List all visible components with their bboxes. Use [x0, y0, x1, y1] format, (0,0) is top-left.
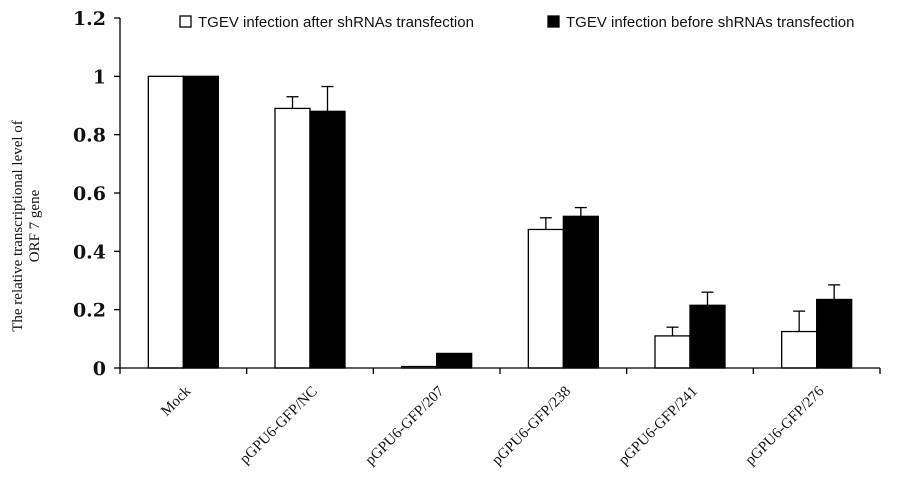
x-axis: Mock pGPU6-GFP/NC pGPU6-GFP/207 pGPU6-GFP/2… — [119, 367, 881, 469]
legend-swatch-after — [179, 15, 192, 28]
y-axis-label: The relative transcriptional level of ORF… — [10, 120, 43, 332]
bar-before-3 — [562, 215, 599, 369]
x-tick-label: pGPU6-GFP/241 — [616, 384, 701, 469]
bar-before-1 — [309, 110, 346, 369]
y-axis-label-line: ORF 7 gene — [27, 189, 43, 262]
y-axis: 0 0.2 0.4 0.6 0.8 1 1.2 — [73, 8, 121, 380]
bar-before-4 — [689, 304, 726, 369]
bar-after-5 — [781, 330, 818, 369]
legend: TGEV infection after shRNAs transfection… — [179, 14, 854, 31]
x-tick-label: pGPU6-GFP/207 — [363, 383, 448, 468]
y-tick-label: 0.4 — [73, 241, 106, 263]
y-tick-label: 1.2 — [73, 8, 106, 30]
y-tick-label: 1 — [93, 66, 106, 88]
x-tick-label: pGPU6-GFP/238 — [489, 384, 574, 469]
legend-label-before: TGEV infection before shRNAs transfectio… — [566, 14, 854, 31]
x-tick-label: pGPU6-GFP/NC — [237, 384, 321, 468]
y-axis-label-line: The relative transcriptional level of — [10, 120, 26, 332]
bar-after-4 — [654, 335, 691, 369]
bar-after-3 — [527, 228, 564, 369]
y-tick-label: 0 — [93, 358, 106, 380]
y-tick-label: 0.6 — [73, 183, 106, 205]
bar-after-1 — [274, 107, 311, 369]
legend-label-after: TGEV infection after shRNAs transfection — [198, 14, 474, 31]
y-tick-label: 0.8 — [73, 125, 106, 147]
bar-before-2 — [436, 352, 473, 369]
error-bars — [286, 85, 841, 336]
bar-after-0 — [147, 75, 184, 369]
bar-before-5 — [816, 298, 853, 369]
x-tick-label: pGPU6-GFP/276 — [743, 383, 828, 468]
y-tick-label: 0.2 — [73, 300, 106, 322]
legend-swatch-before — [547, 15, 560, 28]
bars — [147, 75, 853, 369]
x-tick-label: Mock — [158, 383, 194, 419]
bar-before-0 — [182, 75, 219, 369]
